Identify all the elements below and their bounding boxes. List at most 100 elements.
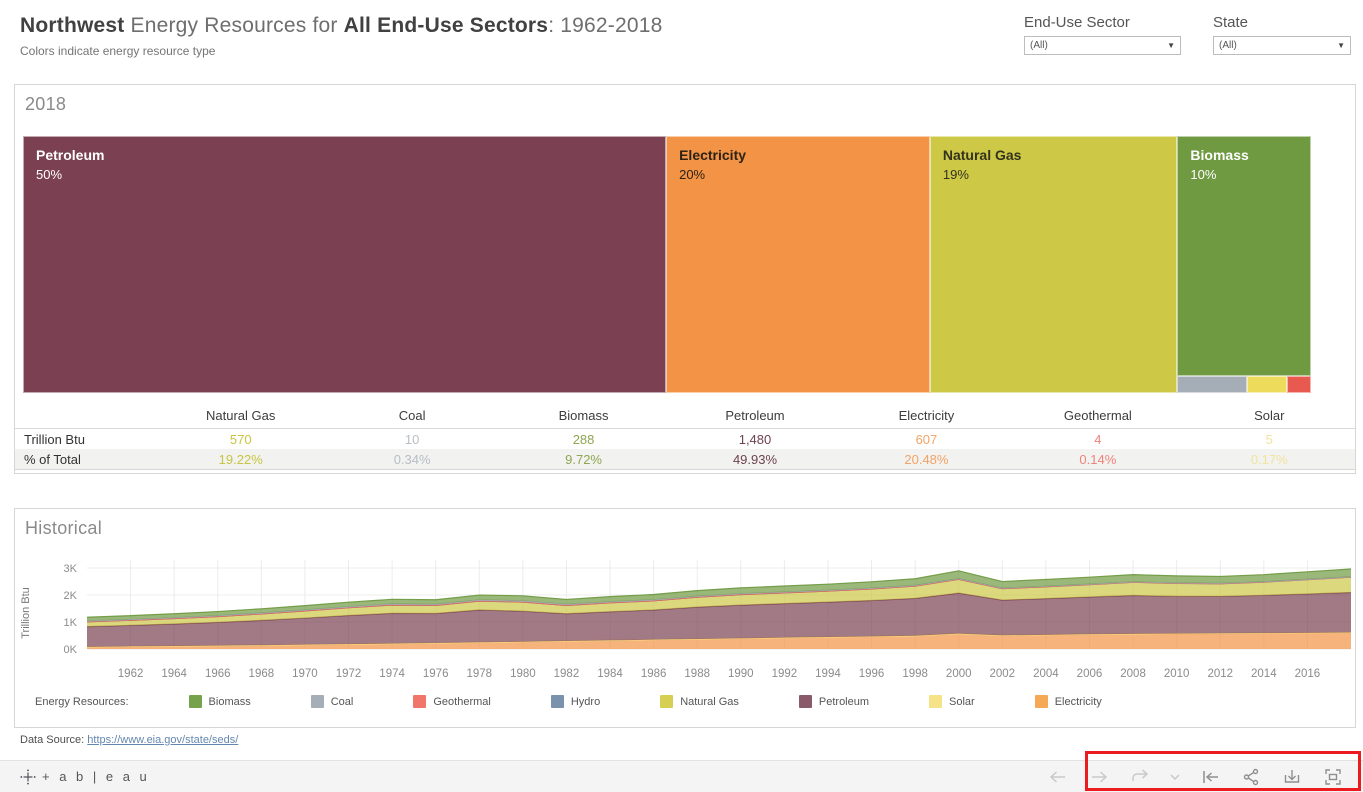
- table-btu-electricity[interactable]: 607: [840, 428, 1013, 449]
- table-row-label-pct-of-total: % of Total: [15, 449, 155, 470]
- treemap-label: Electricity 20%: [679, 147, 747, 182]
- legend-item-label: Electricity: [1054, 695, 1102, 708]
- legend-item-label: Natural Gas: [680, 695, 739, 708]
- fullscreen-icon[interactable]: [1321, 766, 1345, 788]
- panel-2018: 2018 Petroleum 50% Electricity 20% Natural…: [14, 84, 1356, 474]
- legend-item-petroleum[interactable]: Petroleum: [798, 695, 869, 708]
- legend-item-coal[interactable]: Coal: [310, 695, 354, 708]
- treemap-block-electricity[interactable]: Electricity 20%: [666, 136, 930, 393]
- table-pct-electricity[interactable]: 20.48%: [840, 449, 1013, 470]
- legend-item-hydro[interactable]: Hydro: [550, 695, 601, 708]
- y-tick-label: 1K: [64, 617, 78, 629]
- filter-end-use-sector-dropdown[interactable]: (All) ▼: [1024, 36, 1181, 55]
- share-icon[interactable]: [1239, 766, 1263, 788]
- table-pct-solar[interactable]: 0.17%: [1183, 449, 1355, 470]
- x-tick-label: 1970: [292, 668, 318, 680]
- redo-icon[interactable]: [1087, 766, 1111, 788]
- x-tick-label: 1990: [728, 668, 754, 680]
- legend-item-electricity[interactable]: Electricity: [1034, 695, 1102, 708]
- tableau-footer-bar: + a b | e a u: [0, 760, 1363, 792]
- table-btu-geothermal[interactable]: 4: [1012, 428, 1184, 449]
- x-tick-label: 1994: [815, 668, 841, 680]
- filter-end-use-sector: End-Use Sector (All) ▼: [1024, 14, 1181, 58]
- filter-state-dropdown[interactable]: (All) ▼: [1213, 36, 1351, 55]
- table-pct-biomass[interactable]: 9.72%: [497, 449, 670, 470]
- legend-item-solar[interactable]: Solar: [929, 695, 975, 708]
- historical-area-chart[interactable]: 0K 1K 2K 3K 1962 1964 1966 1968 1970 1972 1974 1976…: [15, 553, 1355, 691]
- page-title: Northwest Energy Resources for All End-U…: [20, 14, 663, 37]
- treemap-2018: Petroleum 50% Electricity 20% Natural Gas 1…: [23, 136, 1311, 393]
- tableau-logo-text: + a b | e a u: [42, 769, 150, 784]
- table-pct-natural-gas[interactable]: 19.22%: [155, 449, 327, 470]
- table-pct-coal[interactable]: 0.34%: [326, 449, 498, 470]
- legend-item-biomass[interactable]: Biomass: [188, 695, 251, 708]
- x-tick-label: 2008: [1120, 668, 1146, 680]
- table-btu-natural-gas[interactable]: 570: [155, 428, 327, 449]
- chevron-down-icon: ▼: [1337, 41, 1345, 50]
- table-btu-petroleum[interactable]: 1,480: [669, 428, 841, 449]
- table-header-petroleum: Petroleum: [725, 408, 785, 423]
- filter-end-use-sector-value: (All): [1030, 40, 1048, 51]
- treemap-block-natural-gas[interactable]: Natural Gas 19%: [929, 136, 1178, 393]
- x-tick-label: 1996: [859, 668, 885, 680]
- legend-item-geothermal[interactable]: Geothermal: [413, 695, 491, 708]
- x-tick-label: 2002: [990, 668, 1016, 680]
- x-tick-label: 1988: [684, 668, 710, 680]
- table-pct-geothermal[interactable]: 0.14%: [1012, 449, 1184, 470]
- tableau-logo[interactable]: + a b | e a u: [20, 769, 150, 785]
- table-pct-petroleum[interactable]: 49.93%: [669, 449, 841, 470]
- table-header-solar: Solar: [1254, 408, 1285, 423]
- x-tick-label: 1986: [641, 668, 667, 680]
- x-tick-label: 1992: [772, 668, 798, 680]
- x-tick-label: 2014: [1251, 668, 1277, 680]
- legend-item-label: Hydro: [570, 695, 601, 708]
- download-icon[interactable]: [1280, 766, 1304, 788]
- table-btu-biomass[interactable]: 288: [497, 428, 670, 449]
- x-tick-label: 2010: [1164, 668, 1190, 680]
- legend-swatch-solar: [929, 695, 943, 708]
- x-tick-label: 1978: [466, 668, 492, 680]
- area-series-biomass[interactable]: [87, 568, 1351, 621]
- treemap-block-solar[interactable]: [1246, 376, 1287, 393]
- x-tick-label: 2016: [1295, 668, 1321, 680]
- legend-item-label: Coal: [330, 695, 354, 708]
- legend-item-natural-gas[interactable]: Natural Gas: [660, 695, 739, 708]
- panel-2018-title: 2018: [25, 94, 67, 114]
- x-tick-label: 1984: [597, 668, 623, 680]
- legend-swatch-coal: [310, 695, 324, 708]
- replay-icon[interactable]: [1128, 766, 1152, 788]
- treemap-block-coal[interactable]: [1177, 376, 1247, 393]
- treemap-block-geothermal[interactable]: [1286, 376, 1311, 393]
- x-tick-label: 1968: [249, 668, 275, 680]
- treemap-minor-strip: [1177, 376, 1311, 393]
- caret-down-icon[interactable]: [1169, 766, 1181, 788]
- resource-table: Natural Gas Coal Biomass Petroleum Electrici…: [15, 403, 1355, 470]
- filters: End-Use Sector (All) ▼ State (All) ▼: [1024, 14, 1355, 58]
- treemap-label: Petroleum 50%: [36, 147, 105, 182]
- treemap-block-petroleum[interactable]: Petroleum 50%: [23, 136, 667, 393]
- table-header-electricity: Electricity: [898, 408, 955, 423]
- undo-icon[interactable]: [1046, 766, 1070, 788]
- x-tick-label: 1974: [379, 668, 405, 680]
- filter-end-use-sector-label: End-Use Sector: [1024, 14, 1130, 31]
- panel-historical: Historical 0K 1K 2K 3K 1962 1964 1966 1968 1970 1…: [14, 508, 1356, 728]
- x-tick-label: 1998: [902, 668, 928, 680]
- treemap-label: Natural Gas 19%: [942, 147, 1022, 182]
- table-btu-solar[interactable]: 5: [1183, 428, 1355, 449]
- x-tick-label: 1980: [510, 668, 536, 680]
- area-series-electricity[interactable]: [87, 632, 1351, 649]
- treemap-column-biomass: Biomass 10%: [1177, 136, 1311, 393]
- table-btu-coal[interactable]: 10: [326, 428, 498, 449]
- area-top-edge-petroleum: [86, 591, 1352, 628]
- x-tick-label: 2000: [946, 668, 972, 680]
- legend-swatch-petroleum: [798, 695, 812, 708]
- legend-swatch-electricity: [1034, 695, 1048, 708]
- area-series-petroleum[interactable]: [87, 592, 1351, 647]
- revert-icon[interactable]: [1198, 766, 1222, 788]
- tableau-sparkle-icon: [20, 769, 36, 784]
- x-tick-label: 1964: [161, 668, 187, 680]
- legend-swatch-hydro: [550, 695, 564, 708]
- treemap-block-biomass[interactable]: Biomass 10%: [1177, 136, 1311, 376]
- area-series-natural-gas[interactable]: [87, 577, 1351, 627]
- data-source-link[interactable]: https://www.eia.gov/state/seds/: [87, 734, 239, 746]
